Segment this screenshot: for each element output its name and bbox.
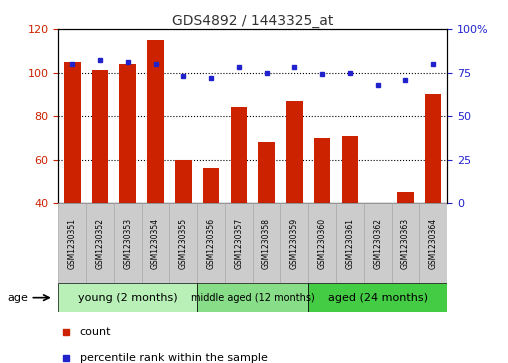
Bar [170,203,197,283]
Bar [392,203,419,283]
Bar [197,203,225,283]
Bar [64,62,81,203]
Text: GSM1230351: GSM1230351 [68,218,77,269]
Bar [58,203,86,283]
Text: percentile rank within the sample: percentile rank within the sample [80,352,268,363]
Bar [308,203,336,283]
Bar [419,203,447,283]
Bar [114,203,142,283]
Bar [336,203,364,283]
Bar [142,203,170,283]
Text: GSM1230361: GSM1230361 [345,218,355,269]
Bar [175,160,192,203]
Text: GSM1230359: GSM1230359 [290,218,299,269]
Text: young (2 months): young (2 months) [78,293,178,303]
Text: GSM1230357: GSM1230357 [234,218,243,269]
Bar [197,283,308,312]
Bar [231,107,247,203]
Text: aged (24 months): aged (24 months) [328,293,428,303]
Text: middle aged (12 months): middle aged (12 months) [191,293,314,303]
Bar [258,142,275,203]
Bar [58,283,197,312]
Text: count: count [80,327,111,337]
Bar [147,40,164,203]
Text: GSM1230362: GSM1230362 [373,218,382,269]
Bar [397,192,414,203]
Text: GSM1230354: GSM1230354 [151,218,160,269]
Bar [225,203,253,283]
Bar [286,101,303,203]
Bar [425,94,441,203]
Bar [253,203,280,283]
Bar [203,168,219,203]
Title: GDS4892 / 1443325_at: GDS4892 / 1443325_at [172,14,333,28]
Bar [364,203,392,283]
Text: GSM1230360: GSM1230360 [318,218,327,269]
Bar [314,138,330,203]
Text: GSM1230355: GSM1230355 [179,218,188,269]
Bar [341,136,358,203]
Text: GSM1230353: GSM1230353 [123,218,132,269]
Text: GSM1230352: GSM1230352 [96,218,105,269]
Text: GSM1230358: GSM1230358 [262,218,271,269]
Text: GSM1230356: GSM1230356 [207,218,215,269]
Text: age: age [7,293,28,303]
Text: GSM1230363: GSM1230363 [401,218,410,269]
Bar [308,283,447,312]
Bar [280,203,308,283]
Bar [92,70,108,203]
Bar [119,64,136,203]
Text: GSM1230364: GSM1230364 [429,218,438,269]
Bar [86,203,114,283]
